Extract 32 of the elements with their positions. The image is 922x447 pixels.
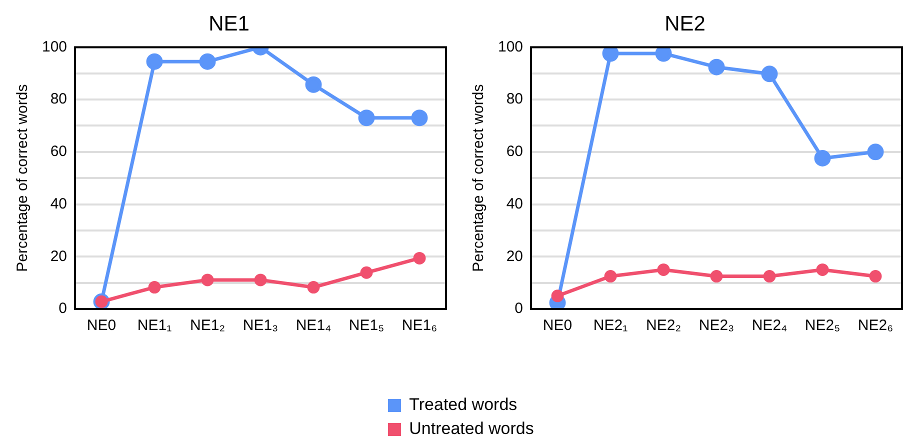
x-tick-label: NE1₆ [402,317,438,334]
x-tick-label: NE1₁ [137,317,172,334]
y-tick-label: 0 [514,300,524,318]
x-tick-label: NE1₅ [348,317,384,334]
legend-label: Untreated words [409,418,534,440]
y-tick-label: 60 [50,143,68,160]
chart-title: NE1 [208,12,250,36]
y-tick-label: 40 [506,195,524,212]
y-tick-label: 80 [50,90,68,108]
x-tick-label: NE1₃ [242,317,278,334]
x-tick-label: NE1₄ [296,317,332,334]
y-tick-label: 40 [50,195,68,212]
y-tick-label: 0 [58,300,68,318]
y-tick-label: 80 [506,90,524,108]
x-tick-label: NE2₂ [646,317,682,334]
chart-title: NE2 [664,12,706,36]
x-tick-label: NE2₁ [593,317,628,334]
y-tick-label: 20 [506,248,524,265]
y-tick-label: 100 [498,38,524,56]
x-tick-label: NE2₆ [858,317,894,334]
x-tick-label: NE0 [86,317,116,334]
x-tick-label: NE1₂ [190,317,226,334]
y-axis-title: Percentage of correct words [470,84,488,272]
x-tick-label: NE2₅ [804,317,840,334]
legend-label: Treated words [409,394,518,416]
y-tick-label: 20 [50,248,68,265]
y-axis-title: Percentage of correct words [14,84,32,272]
x-tick-label: NE2₃ [698,317,734,334]
y-tick-label: 60 [506,143,524,160]
y-tick-label: 100 [42,38,68,56]
x-tick-label: NE0 [542,317,572,334]
x-tick-label: NE2₄ [752,317,788,334]
